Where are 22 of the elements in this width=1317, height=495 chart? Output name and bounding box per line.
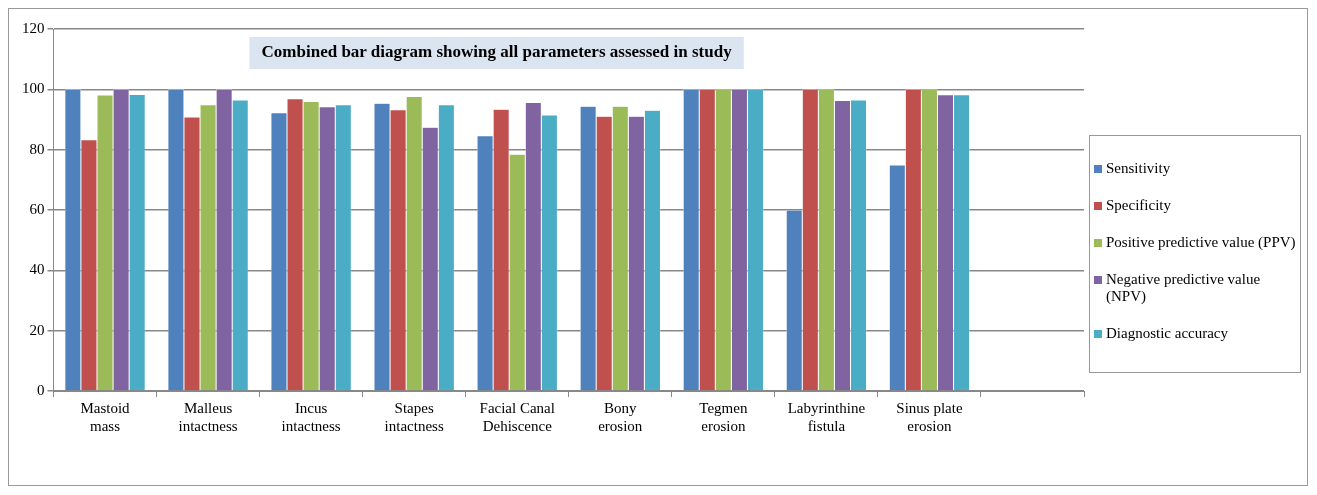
x-tick-label: Bony erosion (598, 399, 643, 434)
y-tick-label: 0 (37, 381, 45, 398)
legend-label: Specificity (1106, 197, 1171, 214)
legend-label: Diagnostic accuracy (1106, 325, 1229, 342)
x-tick-label: Mastoid mass (80, 399, 131, 434)
x-tick-label: Stapes intactness (384, 399, 444, 434)
x-tick-label: Incus intactness (281, 399, 341, 434)
y-tick-label: 80 (29, 140, 45, 157)
y-tick-label: 120 (22, 19, 45, 36)
legend-label: Sensitivity (1106, 160, 1171, 177)
x-tick-label: Malleus intactness (178, 399, 238, 434)
y-tick-label: 20 (29, 321, 45, 338)
y-tick-label: 40 (29, 261, 45, 278)
legend-label: Positive predictive value (PPV) (1106, 234, 1296, 251)
text: Combined bar diagram showing all parameters assessed in study (261, 42, 733, 62)
x-tick-label: Tegmen erosion (699, 399, 748, 434)
y-tick-label: 100 (22, 80, 45, 97)
x-tick-label: Labyrinthine fistula (787, 399, 866, 434)
y-tick-label: 60 (29, 200, 45, 217)
legend-label: Negative predictive value (NPV) (1106, 271, 1262, 305)
x-tick-label: Sinus plate erosion (896, 399, 963, 434)
x-tick-label: Facial Canal Dehiscence (479, 399, 555, 434)
